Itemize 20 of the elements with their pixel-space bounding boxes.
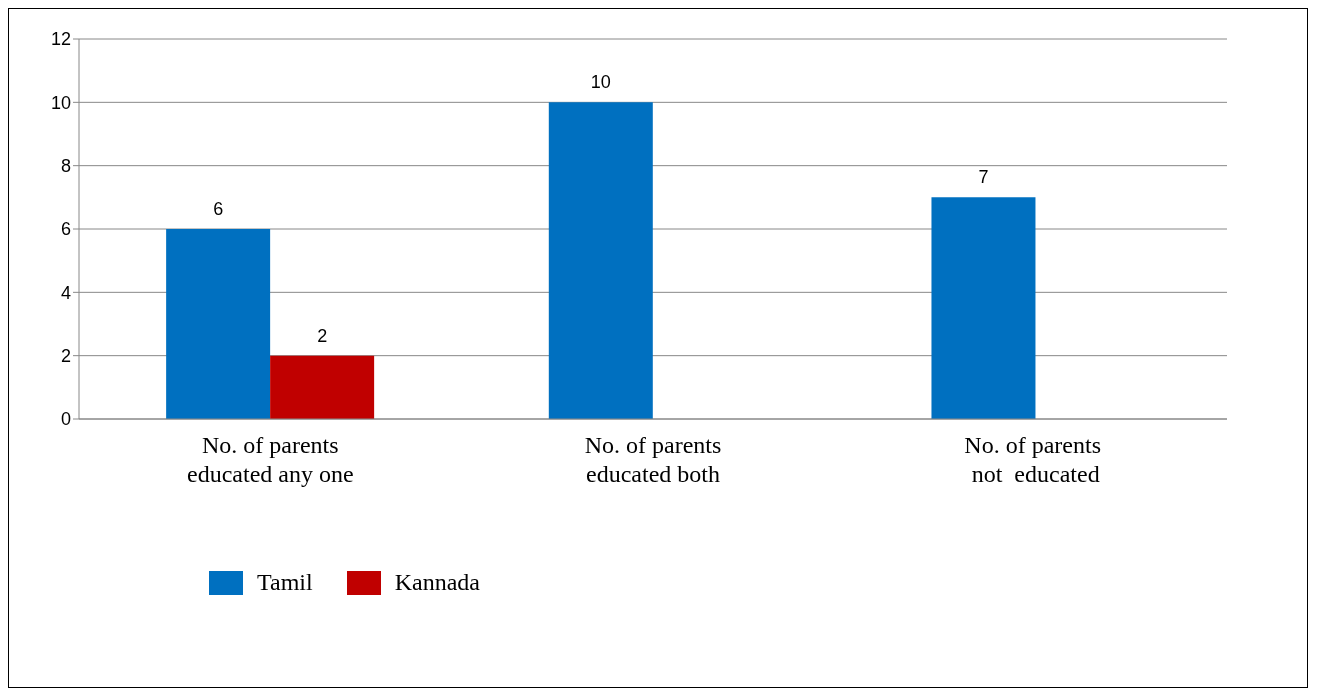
data-label: 7: [978, 167, 989, 188]
bar: [548, 102, 653, 419]
legend-label: Kannada: [394, 569, 480, 596]
y-tick-label: 6: [60, 219, 71, 240]
y-tick-label: 2: [60, 346, 71, 367]
y-tick-label: 12: [50, 29, 71, 50]
legend-label: Tamil: [257, 569, 313, 596]
data-label: 6: [213, 199, 224, 219]
y-tick-label: 0: [60, 409, 71, 430]
bar: [166, 229, 271, 419]
data-label: 2: [317, 325, 328, 346]
x-tick-label: No. of parents not educated: [964, 432, 1107, 487]
bar: [931, 197, 1036, 419]
y-tick-label: 10: [50, 92, 71, 113]
y-tick-label: 4: [60, 282, 71, 303]
bar: [270, 355, 375, 419]
y-tick-label: 8: [60, 156, 71, 177]
x-tick-label: No. of parents educated both: [584, 432, 722, 487]
data-label: 10: [590, 72, 611, 93]
x-tick-label: No. of parents educated any one: [187, 432, 354, 487]
